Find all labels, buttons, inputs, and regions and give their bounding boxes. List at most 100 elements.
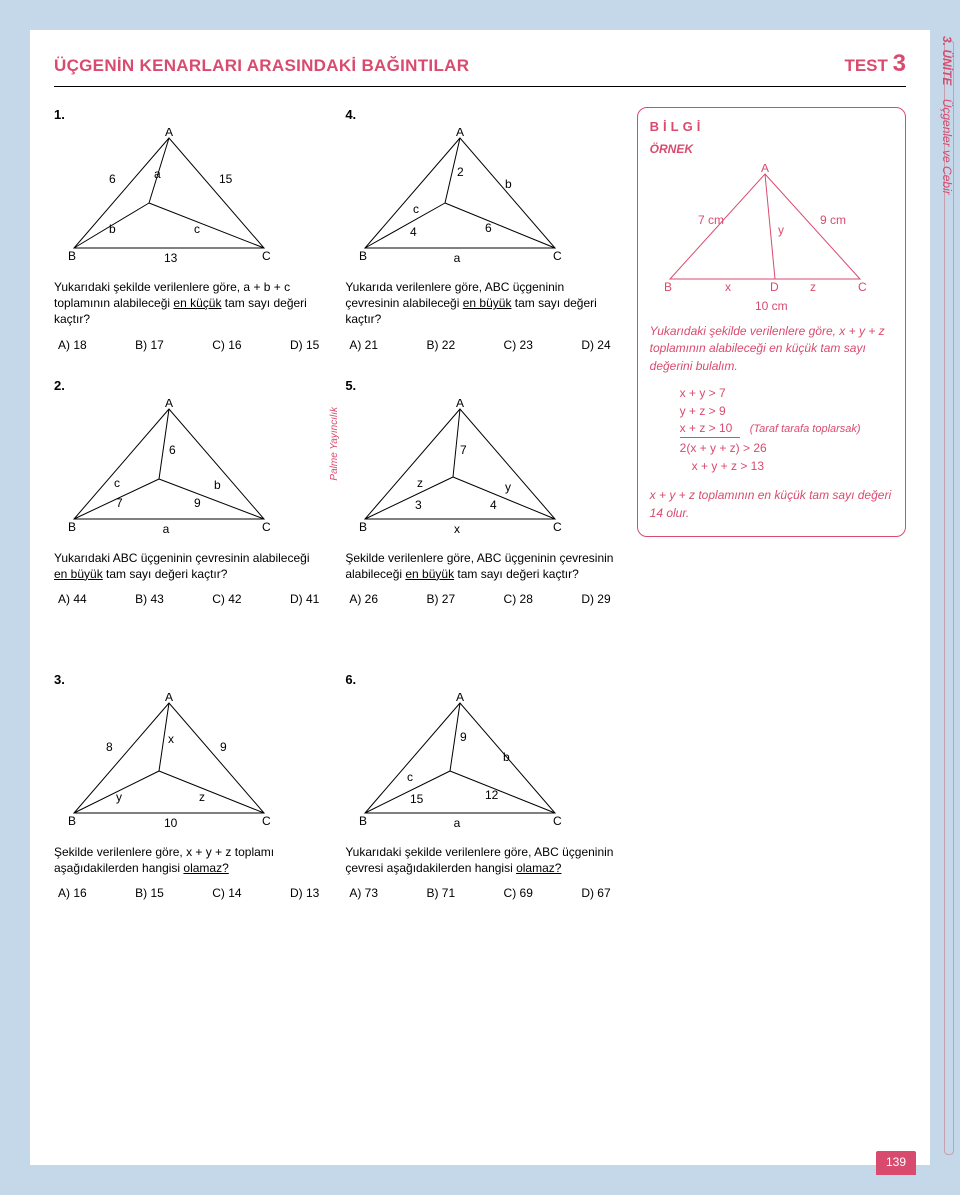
svg-text:A: A: [761, 164, 769, 175]
svg-text:B: B: [359, 814, 367, 828]
q5-number: 5.: [345, 378, 356, 393]
q5-text: Şekilde verilenlere göre, ABC üçgeninin …: [345, 550, 614, 582]
header-title: ÜÇGENİN KENARLARI ARASINDAKİ BAĞINTILAR: [54, 56, 469, 76]
q6-opt-a[interactable]: A) 73: [349, 886, 378, 900]
chapter-side-tab: 3. ÜNİTE Üçgenler ve Cebir: [940, 36, 954, 195]
question-5: 5. A B C x y z 7 3 4: [345, 378, 614, 606]
svg-text:4: 4: [490, 498, 497, 512]
svg-text:D: D: [770, 280, 779, 294]
svg-text:C: C: [262, 520, 271, 534]
svg-text:C: C: [262, 814, 271, 828]
svg-text:9: 9: [460, 730, 467, 744]
q3-text: Şekilde verilenlere göre, x + y + z topl…: [54, 844, 323, 876]
q5-opt-c[interactable]: C) 28: [504, 592, 533, 606]
content-grid: 1. A B C a b c 6 15: [54, 107, 906, 900]
publisher-label: Palme Yayıncılık: [329, 407, 340, 481]
q6-opt-c[interactable]: C) 69: [504, 886, 533, 900]
svg-text:10 cm: 10 cm: [755, 293, 788, 294]
q6-opt-d[interactable]: D) 67: [581, 886, 610, 900]
page-header: ÜÇGENİN KENARLARI ARASINDAKİ BAĞINTILAR …: [54, 50, 906, 78]
svg-text:B: B: [68, 249, 76, 263]
q2-opt-d[interactable]: D) 41: [290, 592, 319, 606]
svg-text:A: A: [456, 128, 464, 139]
q1-opt-c[interactable]: C) 16: [212, 338, 241, 352]
svg-text:C: C: [553, 249, 562, 263]
q5-opt-a[interactable]: A) 26: [349, 592, 378, 606]
q6-opt-b[interactable]: B) 71: [426, 886, 455, 900]
q3-opt-b[interactable]: B) 15: [135, 886, 164, 900]
q2-options: A) 44 B) 43 C) 42 D) 41: [54, 592, 323, 606]
svg-text:a: a: [454, 251, 461, 265]
svg-text:7 cm: 7 cm: [698, 213, 724, 227]
q4-options: A) 21 B) 22 C) 23 D) 24: [345, 338, 614, 352]
q2-opt-b[interactable]: B) 43: [135, 592, 164, 606]
svg-text:B: B: [359, 520, 367, 534]
q4-figure: A B C a b c 2 4 6: [345, 128, 614, 271]
svg-text:B: B: [68, 814, 76, 828]
svg-text:4: 4: [410, 225, 417, 239]
q6-number: 6.: [345, 672, 356, 687]
header-rule: [54, 86, 906, 87]
q2-text: Yukarıdaki ABC üçgeninin çevresinin alab…: [54, 550, 323, 582]
q4-opt-a[interactable]: A) 21: [349, 338, 378, 352]
q5-opt-b[interactable]: B) 27: [426, 592, 455, 606]
svg-text:6: 6: [485, 221, 492, 235]
bilgi-conclusion: x + y + z toplamının en küçük tam sayı d…: [650, 487, 893, 522]
q4-text: Yukarıda verilenlere göre, ABC üçgeninin…: [345, 279, 614, 328]
q1-opt-a[interactable]: A) 18: [58, 338, 87, 352]
svg-text:z: z: [417, 476, 423, 490]
svg-text:a: a: [154, 167, 161, 181]
example-label: ÖRNEK: [650, 141, 893, 158]
question-2: 2. A B C a b c 6 7 9: [54, 378, 323, 606]
q5-options: A) 26 B) 27 C) 28 D) 29: [345, 592, 614, 606]
svg-text:A: A: [165, 693, 173, 704]
question-4: 4. A B C a b c 2 4 6: [345, 107, 614, 352]
q4-opt-c[interactable]: C) 23: [504, 338, 533, 352]
svg-text:A: A: [456, 693, 464, 704]
q2-opt-a[interactable]: A) 44: [58, 592, 87, 606]
svg-text:a: a: [163, 522, 170, 536]
test-number: 3: [893, 50, 906, 77]
topic-label: Üçgenler ve Cebir: [940, 99, 954, 195]
question-1: 1. A B C a b c 6 15: [54, 107, 323, 352]
svg-text:a: a: [454, 816, 461, 830]
q2-opt-c[interactable]: C) 42: [212, 592, 241, 606]
svg-text:b: b: [505, 177, 512, 191]
q3-options: A) 16 B) 15 C) 14 D) 13: [54, 886, 323, 900]
q3-opt-d[interactable]: D) 13: [290, 886, 319, 900]
svg-text:12: 12: [485, 788, 499, 802]
svg-text:A: A: [456, 399, 464, 410]
svg-text:y: y: [505, 480, 511, 494]
svg-text:z: z: [199, 790, 205, 804]
q3-opt-a[interactable]: A) 16: [58, 886, 87, 900]
q3-opt-c[interactable]: C) 14: [212, 886, 241, 900]
svg-text:C: C: [553, 814, 562, 828]
svg-text:C: C: [858, 280, 867, 294]
q4-opt-b[interactable]: B) 22: [426, 338, 455, 352]
svg-text:3: 3: [415, 498, 422, 512]
bilgi-prompt: Yukarıdaki şekilde verilenlere göre, x +…: [650, 323, 893, 375]
header-test: TEST 3: [844, 50, 906, 78]
svg-text:7: 7: [460, 443, 467, 457]
q2-figure: A B C a b c 6 7 9: [54, 399, 323, 542]
svg-text:8: 8: [106, 740, 113, 754]
page-number: 139: [876, 1151, 916, 1175]
bilgi-l2: y + z > 9: [680, 403, 893, 420]
svg-text:x: x: [454, 522, 460, 536]
svg-text:c: c: [413, 202, 419, 216]
q6-text: Yukarıdaki şekilde verilenlere göre, ABC…: [345, 844, 614, 876]
svg-text:10: 10: [164, 816, 178, 830]
svg-text:15: 15: [219, 172, 233, 186]
bilgi-l6: x + y + z > 13: [680, 458, 893, 475]
q1-opt-b[interactable]: B) 17: [135, 338, 164, 352]
q4-opt-d[interactable]: D) 24: [581, 338, 610, 352]
svg-text:6: 6: [169, 443, 176, 457]
svg-text:c: c: [114, 476, 120, 490]
q1-opt-d[interactable]: D) 15: [290, 338, 319, 352]
q3-number: 3.: [54, 672, 65, 687]
q5-figure: A B C x y z 7 3 4: [345, 399, 614, 542]
svg-text:c: c: [407, 770, 413, 784]
q2-number: 2.: [54, 378, 65, 393]
q5-opt-d[interactable]: D) 29: [581, 592, 610, 606]
svg-text:C: C: [262, 249, 271, 263]
